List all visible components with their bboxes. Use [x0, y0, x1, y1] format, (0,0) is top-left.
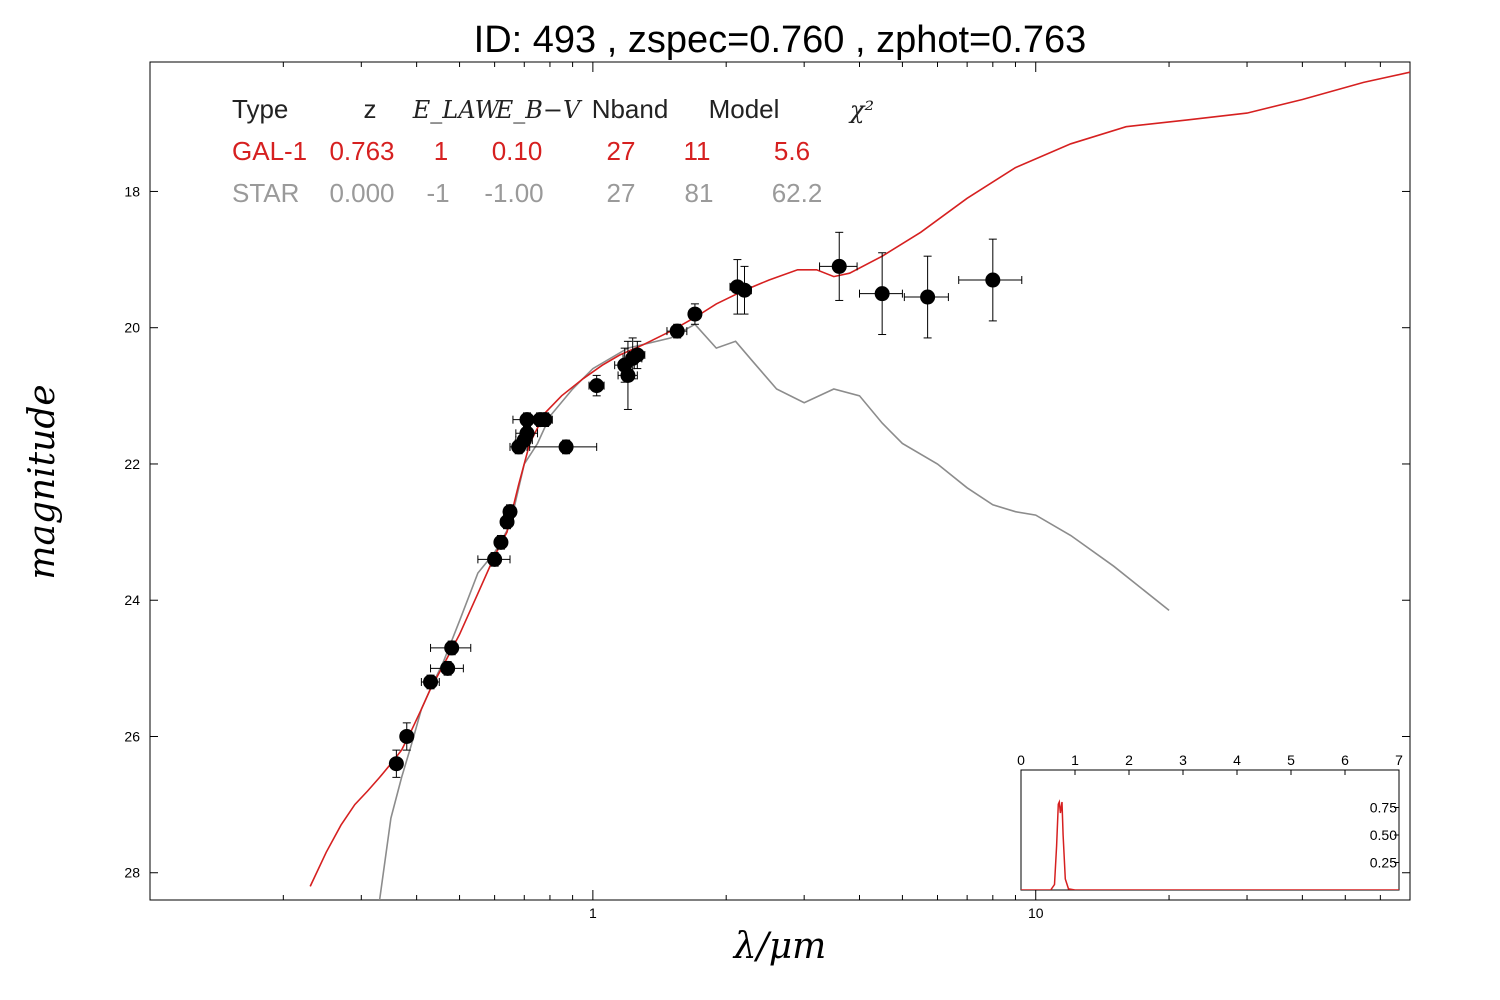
x-tick-label: 1 [589, 905, 597, 921]
y-tick-label: 22 [124, 456, 140, 472]
table-header-chi2: χ² [848, 96, 874, 124]
data-point-marker [487, 551, 503, 567]
table-row-galaxy: GAL-1 0.763 1 0.10 27 11 5.6 [232, 136, 810, 166]
galaxy-nband: 27 [607, 136, 636, 166]
inset-x-tick-label: 3 [1179, 752, 1187, 768]
star-model: 81 [685, 178, 714, 208]
data-point-marker [493, 534, 509, 550]
data-point-marker [399, 728, 415, 744]
star-nband: 27 [607, 178, 636, 208]
photometry-point [588, 374, 605, 397]
photometry-point [858, 252, 903, 336]
data-point-marker [519, 425, 535, 441]
y-tick-label: 24 [124, 592, 140, 608]
photometry-point [687, 303, 703, 325]
galaxy-z: 0.763 [329, 136, 394, 166]
data-point-marker [502, 504, 518, 520]
photometry-point [515, 425, 539, 441]
inset-x-tick-label: 7 [1395, 752, 1403, 768]
star-type: STAR [232, 178, 299, 208]
galaxy-model: 11 [684, 136, 711, 166]
table-header-model: Model [709, 94, 780, 124]
photometry-point [388, 749, 404, 778]
photometry-point [958, 238, 1023, 322]
inset-y-tick-label: 0.50 [1370, 827, 1397, 843]
photometry-point [819, 231, 858, 301]
photometry-point [399, 722, 415, 751]
data-point-marker [440, 660, 456, 676]
photometry-point [493, 534, 509, 550]
data-point-marker [629, 347, 645, 363]
data-point-marker [920, 289, 936, 305]
photometry-point [477, 551, 511, 567]
inset-y-tick-label: 0.75 [1370, 800, 1397, 816]
galaxy-model-curve [309, 71, 1410, 887]
data-point-marker [831, 258, 847, 274]
data-point-marker [669, 323, 685, 339]
y-tick-label: 28 [124, 865, 140, 881]
photometry-point [420, 674, 440, 690]
photometry-point [430, 660, 464, 676]
inset-x-tick-label: 1 [1071, 752, 1079, 768]
redshift-pdf-curve [1021, 799, 1399, 890]
inset-x-tick-label: 5 [1287, 752, 1295, 768]
data-point-marker [874, 286, 890, 302]
galaxy-chi2: 5.6 [774, 136, 810, 166]
table-header-nband: Nband [592, 94, 669, 124]
inset-x-tick-label: 4 [1233, 752, 1241, 768]
data-point-marker [519, 412, 535, 428]
x-axis-label: λ/μm [732, 926, 826, 967]
star-z: 0.000 [329, 178, 394, 208]
y-axis-label: magnitude [22, 384, 63, 579]
data-point-marker [537, 412, 553, 428]
photometry-point [502, 504, 518, 520]
fit-table: Type z E_LAW E_B−V Nband Model χ² GAL-1 … [232, 94, 874, 208]
galaxy-elaw: 1 [434, 136, 448, 166]
y-tick-label: 18 [124, 183, 140, 199]
photometry-point [529, 439, 598, 455]
star-elaw: -1 [426, 178, 449, 208]
inset-y-tick-label: 0.25 [1370, 855, 1397, 871]
star-ebv: -1.00 [484, 178, 543, 208]
data-point-marker [444, 640, 460, 656]
star-chi2: 62.2 [772, 178, 823, 208]
photometry-point [666, 323, 688, 339]
inset-x-tick-label: 2 [1125, 752, 1133, 768]
data-point-marker [558, 439, 574, 455]
main-plot-frame [149, 61, 1411, 901]
inset-x-tick-label: 6 [1341, 752, 1349, 768]
photometry-point [736, 265, 753, 315]
x-tick-label: 10 [1028, 905, 1044, 921]
y-tick-label: 20 [124, 320, 140, 336]
table-header-elaw: E_LAW [412, 96, 502, 124]
data-point-marker [985, 272, 1001, 288]
galaxy-ebv: 0.10 [492, 136, 543, 166]
data-point-marker [388, 756, 404, 772]
data-point-marker [423, 674, 439, 690]
inset-frame [1020, 769, 1400, 891]
redshift-pdf-inset: 0 1 2 3 4 5 6 7 0.25 0.50 0.75 [1017, 752, 1403, 891]
inset-x-tick-label: 0 [1017, 752, 1025, 768]
table-row-star: STAR 0.000 -1 -1.00 27 81 62.2 [232, 178, 822, 208]
galaxy-type: GAL-1 [232, 136, 307, 166]
data-point-marker [620, 367, 636, 383]
data-point-marker [737, 282, 753, 298]
table-header-ebv: E_B−V [495, 96, 583, 124]
photometry-point [629, 340, 646, 370]
table-header-type: Type [232, 94, 288, 124]
data-point-marker [687, 306, 703, 322]
table-header-z: z [364, 94, 377, 124]
photometry-point [430, 640, 472, 656]
y-tick-label: 26 [124, 728, 140, 744]
data-point-marker [589, 378, 605, 394]
figure-title: ID: 493 , zspec=0.760 , zphot=0.763 [474, 19, 1087, 61]
photometry-point [903, 255, 949, 339]
photometry-point [537, 412, 553, 428]
